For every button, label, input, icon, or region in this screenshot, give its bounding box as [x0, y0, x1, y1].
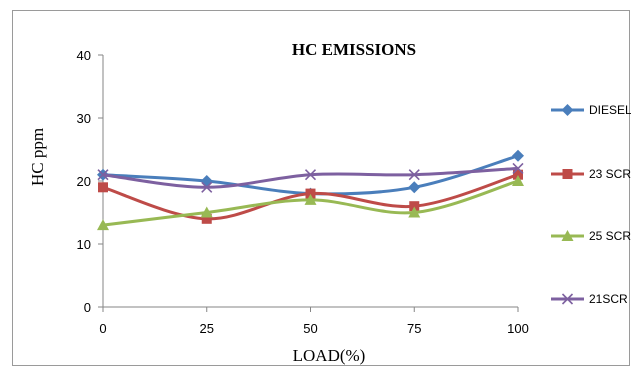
x-tick-label: 25: [200, 321, 214, 336]
data-point: [200, 175, 213, 187]
chart-frame: HC EMISSIONS LOAD(%) HC ppm 0 10 20 30 40 0 25…: [12, 10, 631, 366]
data-point: [305, 188, 316, 199]
legend-item: 23 SCR: [551, 167, 631, 181]
legend-marker: [561, 230, 574, 241]
data-point: [512, 149, 524, 162]
data-point: [512, 162, 524, 174]
x-marker-stroke: [97, 169, 109, 181]
legend-label: DIESEL: [589, 103, 631, 117]
x-tick-label: 100: [507, 321, 529, 336]
chart-title: HC EMISSIONS: [292, 40, 416, 59]
data-point: [98, 182, 108, 193]
x-axis-title: LOAD(%): [293, 346, 366, 365]
data-point: [408, 169, 420, 181]
x-marker-stroke: [201, 181, 213, 193]
x-tick-label: 0: [99, 321, 106, 336]
y-tick-label: 10: [77, 237, 91, 252]
data-point: [409, 201, 420, 212]
data-point: [97, 219, 109, 231]
x-marker-stroke: [561, 293, 574, 305]
legend-item: 21SCR: [551, 292, 628, 306]
legend-item: DIESEL: [551, 103, 631, 117]
y-tick-label: 0: [84, 300, 91, 315]
series-3: [97, 175, 524, 231]
y-tick-label: 30: [77, 111, 91, 126]
hc-emissions-chart: HC EMISSIONS LOAD(%) HC ppm 0 10 20 30 40 0 25…: [28, 40, 631, 365]
data-point: [408, 206, 421, 218]
axes: 0 10 20 30 40 0 25 50 75 100: [77, 48, 529, 336]
data-point: [201, 213, 212, 224]
data-point: [304, 193, 317, 205]
x-marker-stroke: [304, 169, 317, 181]
y-axis-title: HC ppm: [28, 128, 47, 186]
plot-series: [97, 149, 524, 231]
y-tick-label: 20: [77, 174, 91, 189]
legend-label: 21SCR: [589, 292, 628, 306]
data-point: [512, 175, 524, 186]
y-tick-label: 40: [77, 48, 91, 63]
x-marker-stroke: [512, 162, 524, 174]
legend-marker: [562, 169, 573, 179]
legend-label: 25 SCR: [589, 229, 631, 243]
legend-label: 23 SCR: [589, 167, 631, 181]
x-marker-stroke: [408, 169, 420, 181]
x-tick-label: 50: [303, 321, 317, 336]
legend-marker: [561, 104, 574, 116]
legend-marker: [561, 293, 574, 305]
data-point: [201, 181, 213, 193]
series-2: [98, 169, 523, 224]
series-4: [97, 162, 524, 193]
data-point: [97, 169, 109, 181]
data-point: [408, 181, 421, 194]
legend: DIESEL 23 SCR 25 SCR 21SCR: [551, 103, 631, 306]
x-tick-label: 75: [407, 321, 421, 336]
data-point: [304, 169, 317, 181]
data-point: [200, 206, 213, 218]
legend-item: 25 SCR: [551, 229, 631, 243]
data-point: [513, 169, 523, 180]
